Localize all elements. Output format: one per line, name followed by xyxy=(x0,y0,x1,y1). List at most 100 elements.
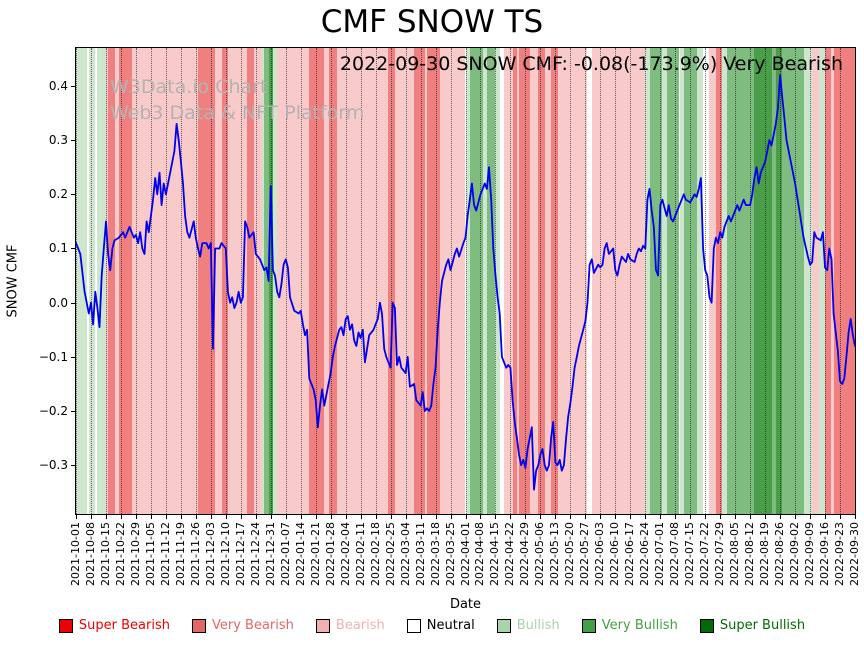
y-tick-label: 0.4 xyxy=(48,78,68,93)
y-tick-label: 0.0 xyxy=(48,295,68,310)
legend-item-super-bearish: Super Bearish xyxy=(58,618,170,633)
gridline xyxy=(120,48,122,514)
x-tick-label: 2022-01-14 xyxy=(293,522,307,586)
x-tick-mark xyxy=(300,515,302,519)
band-neutral xyxy=(86,48,89,514)
x-tick-mark xyxy=(810,515,812,519)
legend-swatch xyxy=(581,618,596,633)
annotation-text: 2022-09-30 SNOW CMF: -0.08(-173.9%) Very… xyxy=(339,53,843,75)
gridline xyxy=(195,48,197,514)
x-tick-label: 2022-02-25 xyxy=(383,522,397,586)
x-tick-mark xyxy=(555,515,557,519)
gridline xyxy=(285,48,287,514)
gridline xyxy=(375,48,377,514)
gridline xyxy=(225,48,227,514)
legend-item-bullish: Bullish xyxy=(496,618,560,633)
band-very_bearish xyxy=(414,48,425,514)
band-bearish xyxy=(504,48,513,514)
gridline xyxy=(345,48,347,514)
x-tick-label: 2022-03-11 xyxy=(413,522,427,586)
gridline xyxy=(690,48,692,514)
band-bullish xyxy=(645,48,650,514)
band-very_bullish xyxy=(649,48,663,514)
x-tick-label: 2021-11-26 xyxy=(188,522,202,586)
gridline xyxy=(630,48,632,514)
y-tick-mark xyxy=(71,140,75,142)
band-bullish xyxy=(696,48,704,514)
gridline xyxy=(540,48,542,514)
x-tick-mark xyxy=(225,515,227,519)
y-tick-label: 0.3 xyxy=(48,133,68,148)
x-tick-label: 2022-08-26 xyxy=(773,522,787,586)
band-neutral xyxy=(703,48,710,514)
x-tick-mark xyxy=(345,515,347,519)
gridline xyxy=(300,48,302,514)
x-tick-label: 2022-08-12 xyxy=(743,522,757,586)
band-bullish xyxy=(495,48,500,514)
gridline xyxy=(555,48,557,514)
x-tick-label: 2021-11-12 xyxy=(158,522,172,586)
legend-label: Bullish xyxy=(516,618,560,633)
y-tick-mark xyxy=(71,356,75,358)
band-super_bullish xyxy=(775,48,783,514)
x-tick-mark xyxy=(240,515,242,519)
gridline xyxy=(510,48,512,514)
x-tick-label: 2021-12-17 xyxy=(233,522,247,586)
band-bearish xyxy=(424,48,427,514)
gridline xyxy=(240,48,242,514)
x-axis-label: Date xyxy=(449,597,482,612)
gridline xyxy=(645,48,647,514)
x-tick-mark xyxy=(765,515,767,519)
gridline xyxy=(720,48,722,514)
band-very_bullish xyxy=(486,48,496,514)
legend-swatch xyxy=(58,618,73,633)
x-tick-mark xyxy=(615,515,617,519)
gridline xyxy=(255,48,257,514)
band-very_bullish xyxy=(683,48,697,514)
x-tick-mark xyxy=(750,515,752,519)
y-tick-mark xyxy=(71,302,75,304)
gridline xyxy=(135,48,137,514)
legend-swatch xyxy=(699,618,714,633)
x-tick-mark xyxy=(855,515,856,519)
band-very_bearish xyxy=(715,48,723,514)
y-tick-mark xyxy=(71,248,75,250)
x-tick-mark xyxy=(495,515,497,519)
band-bullish xyxy=(465,48,470,514)
x-tick-mark xyxy=(450,515,452,519)
x-tick-label: 2022-09-23 xyxy=(833,522,847,586)
gridline xyxy=(750,48,752,514)
band-very_bearish xyxy=(247,48,254,514)
band-very_bullish xyxy=(726,48,755,514)
band-very_bearish xyxy=(551,48,558,514)
gridlines xyxy=(76,48,856,514)
x-tick-label: 2022-05-13 xyxy=(548,522,562,586)
band-bearish xyxy=(105,48,109,514)
band-very_bullish xyxy=(469,48,483,514)
band-bearish xyxy=(324,48,329,514)
legend-item-super-bullish: Super Bullish xyxy=(699,618,805,633)
gridline xyxy=(585,48,587,514)
legend-item-very-bearish: Very Bearish xyxy=(192,618,294,633)
gridline xyxy=(765,48,767,514)
gridline xyxy=(76,48,77,514)
x-tick-mark xyxy=(435,515,437,519)
plot-area: W3Data.io Chart Web3 Data & NFT Platform… xyxy=(75,47,856,515)
gridline xyxy=(450,48,452,514)
x-tick-label: 2022-04-01 xyxy=(458,522,472,586)
band-very_bullish xyxy=(771,48,776,514)
band-very_bearish xyxy=(328,48,338,514)
x-tick-label: 2022-03-25 xyxy=(443,522,457,586)
gridline xyxy=(480,48,482,514)
gridline xyxy=(855,48,856,514)
gridline xyxy=(360,48,362,514)
x-tick-mark xyxy=(795,515,797,519)
watermark-line2: Web3 Data & NFT Platform xyxy=(110,102,365,124)
x-tick-label: 2022-04-15 xyxy=(488,522,502,586)
legend: Super Bearish Very Bearish Bearish Neutral B… xyxy=(40,618,824,633)
x-tick-mark xyxy=(315,515,317,519)
band-bullish xyxy=(803,48,813,514)
band-very_bearish xyxy=(118,48,132,514)
x-tick-mark xyxy=(690,515,692,519)
band-bearish xyxy=(114,48,119,514)
